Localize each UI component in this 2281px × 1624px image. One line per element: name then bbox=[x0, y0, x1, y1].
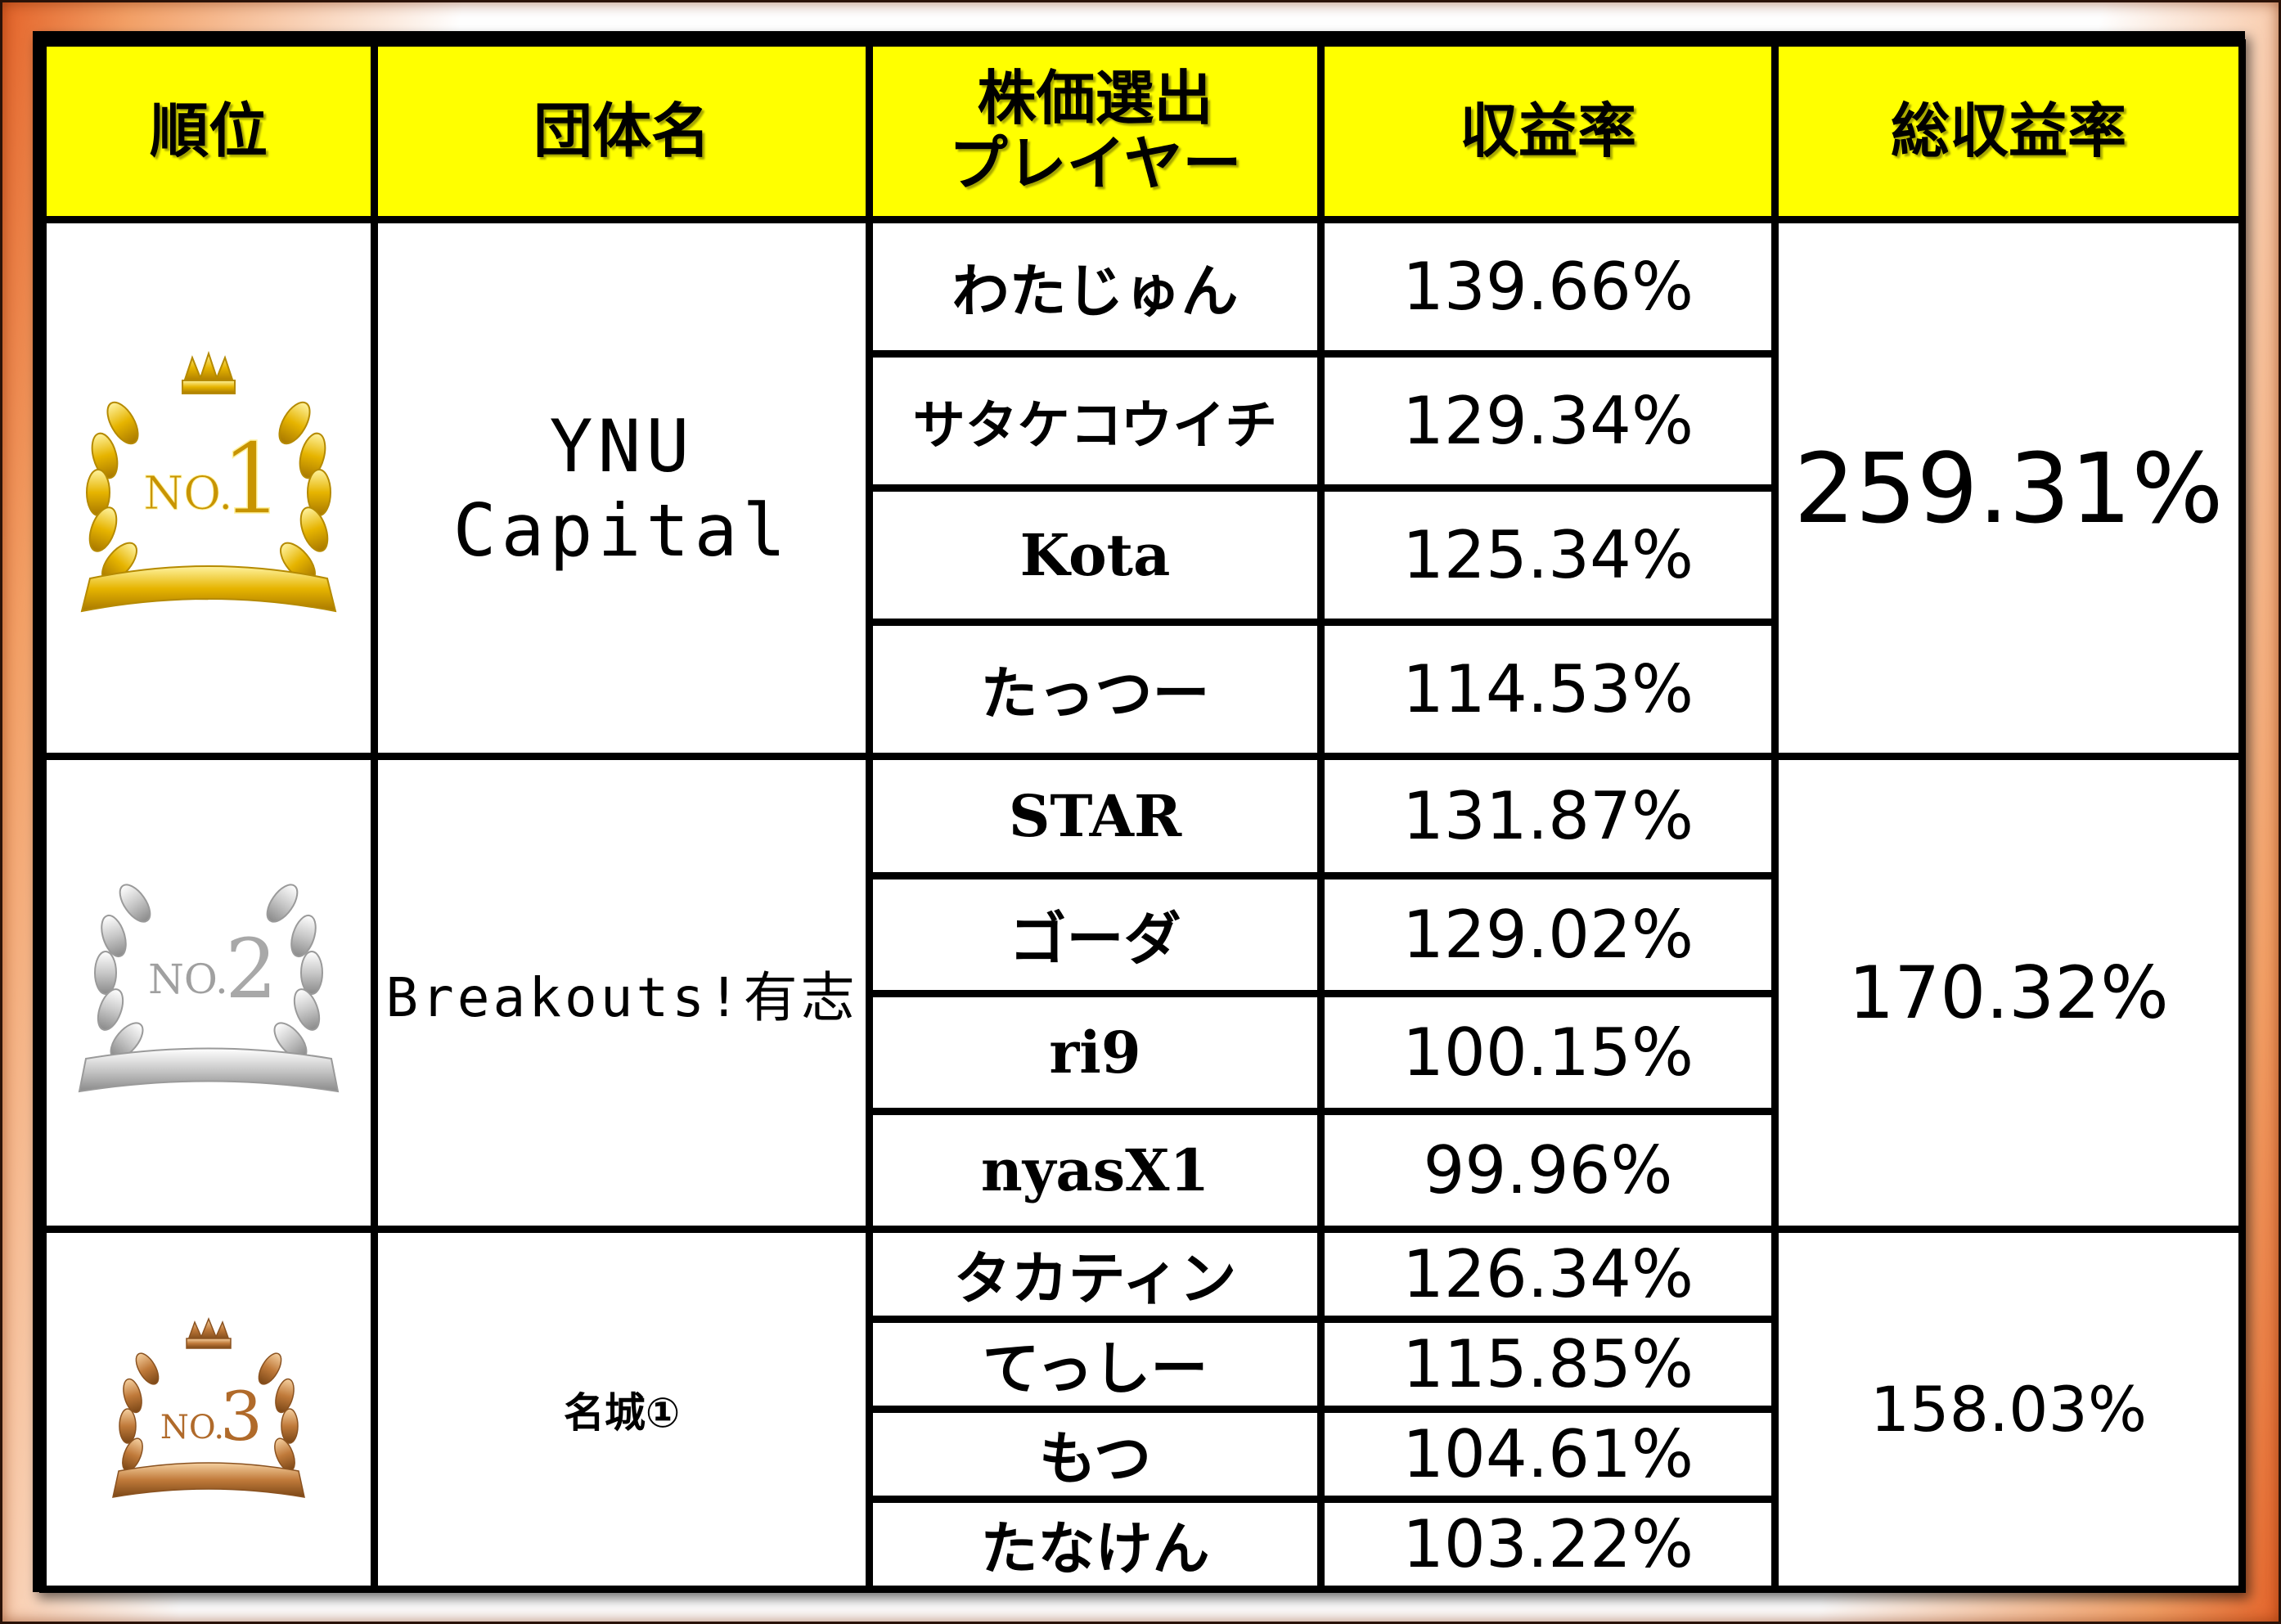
player-name: たっつー bbox=[866, 619, 1325, 760]
rank-cell-1: NO. 1 bbox=[39, 216, 378, 760]
player-rate: 126.34% bbox=[1317, 1226, 1779, 1323]
player-name: もつ bbox=[866, 1406, 1325, 1503]
header-row: 順位 団体名 株価選出 プレイヤー 収益率 総収益率 bbox=[39, 39, 2246, 223]
player-rate: 100.15% bbox=[1317, 990, 1779, 1115]
table-row: たなけん 103.22% bbox=[43, 1496, 2243, 1593]
player-name: Kota bbox=[866, 484, 1325, 626]
table-row: NO. 1 YNU Capital わたじゅん 139.66% 259.31% bbox=[39, 216, 2246, 760]
player-rate: 131.87% bbox=[1317, 753, 1779, 879]
player-rate: 125.34% bbox=[1317, 484, 1779, 626]
player-name: タカティン bbox=[866, 1226, 1325, 1323]
table-row: てっしー 115.85% bbox=[43, 1316, 2243, 1413]
team-name-2: Breakouts!有志 bbox=[371, 753, 873, 1233]
team-total-3: 158.03% bbox=[1771, 1226, 2246, 1593]
player-rate: 129.34% bbox=[1317, 350, 1779, 492]
player-rate: 139.66% bbox=[1317, 216, 1779, 358]
player-rate: 114.53% bbox=[1317, 619, 1779, 760]
table-row: ri9 100.15% bbox=[43, 990, 2243, 1115]
player-rate: 104.61% bbox=[1317, 1406, 1779, 1503]
player-rate: 115.85% bbox=[1317, 1316, 1779, 1413]
badge-number-2: 2 bbox=[225, 921, 277, 1017]
player-name: ri9 bbox=[866, 990, 1325, 1115]
header-rate: 収益率 bbox=[1317, 39, 1779, 223]
badge-number-1: 1 bbox=[221, 423, 283, 537]
rank-cell-2: NO. 2 bbox=[39, 753, 378, 1233]
bronze-laurel-badge-icon: NO. 3 bbox=[112, 1316, 305, 1498]
badge-prefix-2: NO. bbox=[148, 956, 228, 1003]
header-rank: 順位 bbox=[39, 39, 378, 223]
table-row: サタケコウイチ 129.34% bbox=[43, 350, 2243, 492]
team-total-2: 170.32% bbox=[1771, 753, 2246, 1233]
badge-prefix-3: NO. bbox=[160, 1409, 224, 1446]
player-rate: 129.02% bbox=[1317, 872, 1779, 997]
player-name: たなけん bbox=[866, 1496, 1325, 1593]
player-name: わたじゅん bbox=[866, 216, 1325, 358]
badge-prefix-1: NO. bbox=[143, 467, 232, 520]
team-name-3: 名城① bbox=[371, 1226, 873, 1593]
table-row: Kota 125.34% bbox=[43, 484, 2243, 626]
header-team: 団体名 bbox=[371, 39, 873, 223]
team-total-1: 259.31% bbox=[1771, 216, 2246, 760]
silver-laurel-badge-icon: NO. 2 bbox=[78, 883, 340, 1092]
table-row: nyasX1 99.96% bbox=[43, 1108, 2243, 1233]
team-name-1: YNU Capital bbox=[371, 216, 873, 760]
badge-number-3: 3 bbox=[220, 1379, 263, 1456]
table-row: もつ 104.61% bbox=[43, 1406, 2243, 1503]
ranking-table: 順位 団体名 株価選出 プレイヤー 収益率 総収益率 bbox=[39, 39, 2246, 1593]
table-row: NO. 3 名城① タカティン 126.34% 158.03% bbox=[39, 1226, 2246, 1593]
table-row: ゴーダ 129.02% bbox=[43, 872, 2243, 997]
player-name: nyasX1 bbox=[866, 1108, 1325, 1233]
player-rate: 103.22% bbox=[1317, 1496, 1779, 1593]
player-name: てっしー bbox=[866, 1316, 1325, 1413]
player-name: STAR bbox=[866, 753, 1325, 879]
player-name: ゴーダ bbox=[866, 872, 1325, 997]
table-row: たっつー 114.53% bbox=[43, 619, 2243, 760]
header-player-line2: プレイヤー bbox=[948, 128, 1242, 198]
header-total: 総収益率 bbox=[1771, 39, 2246, 223]
gold-laurel-badge-icon: NO. 1 bbox=[80, 350, 337, 612]
header-player-line1: 株価選出 bbox=[977, 64, 1213, 133]
player-name: サタケコウイチ bbox=[866, 350, 1325, 492]
rank-cell-3: NO. 3 bbox=[39, 1226, 378, 1593]
table-row: NO. 2 Breakouts!有志 STAR 131.87% 170.32% bbox=[39, 753, 2246, 1233]
player-rate: 99.96% bbox=[1317, 1108, 1779, 1233]
header-player: 株価選出 プレイヤー bbox=[866, 39, 1325, 223]
